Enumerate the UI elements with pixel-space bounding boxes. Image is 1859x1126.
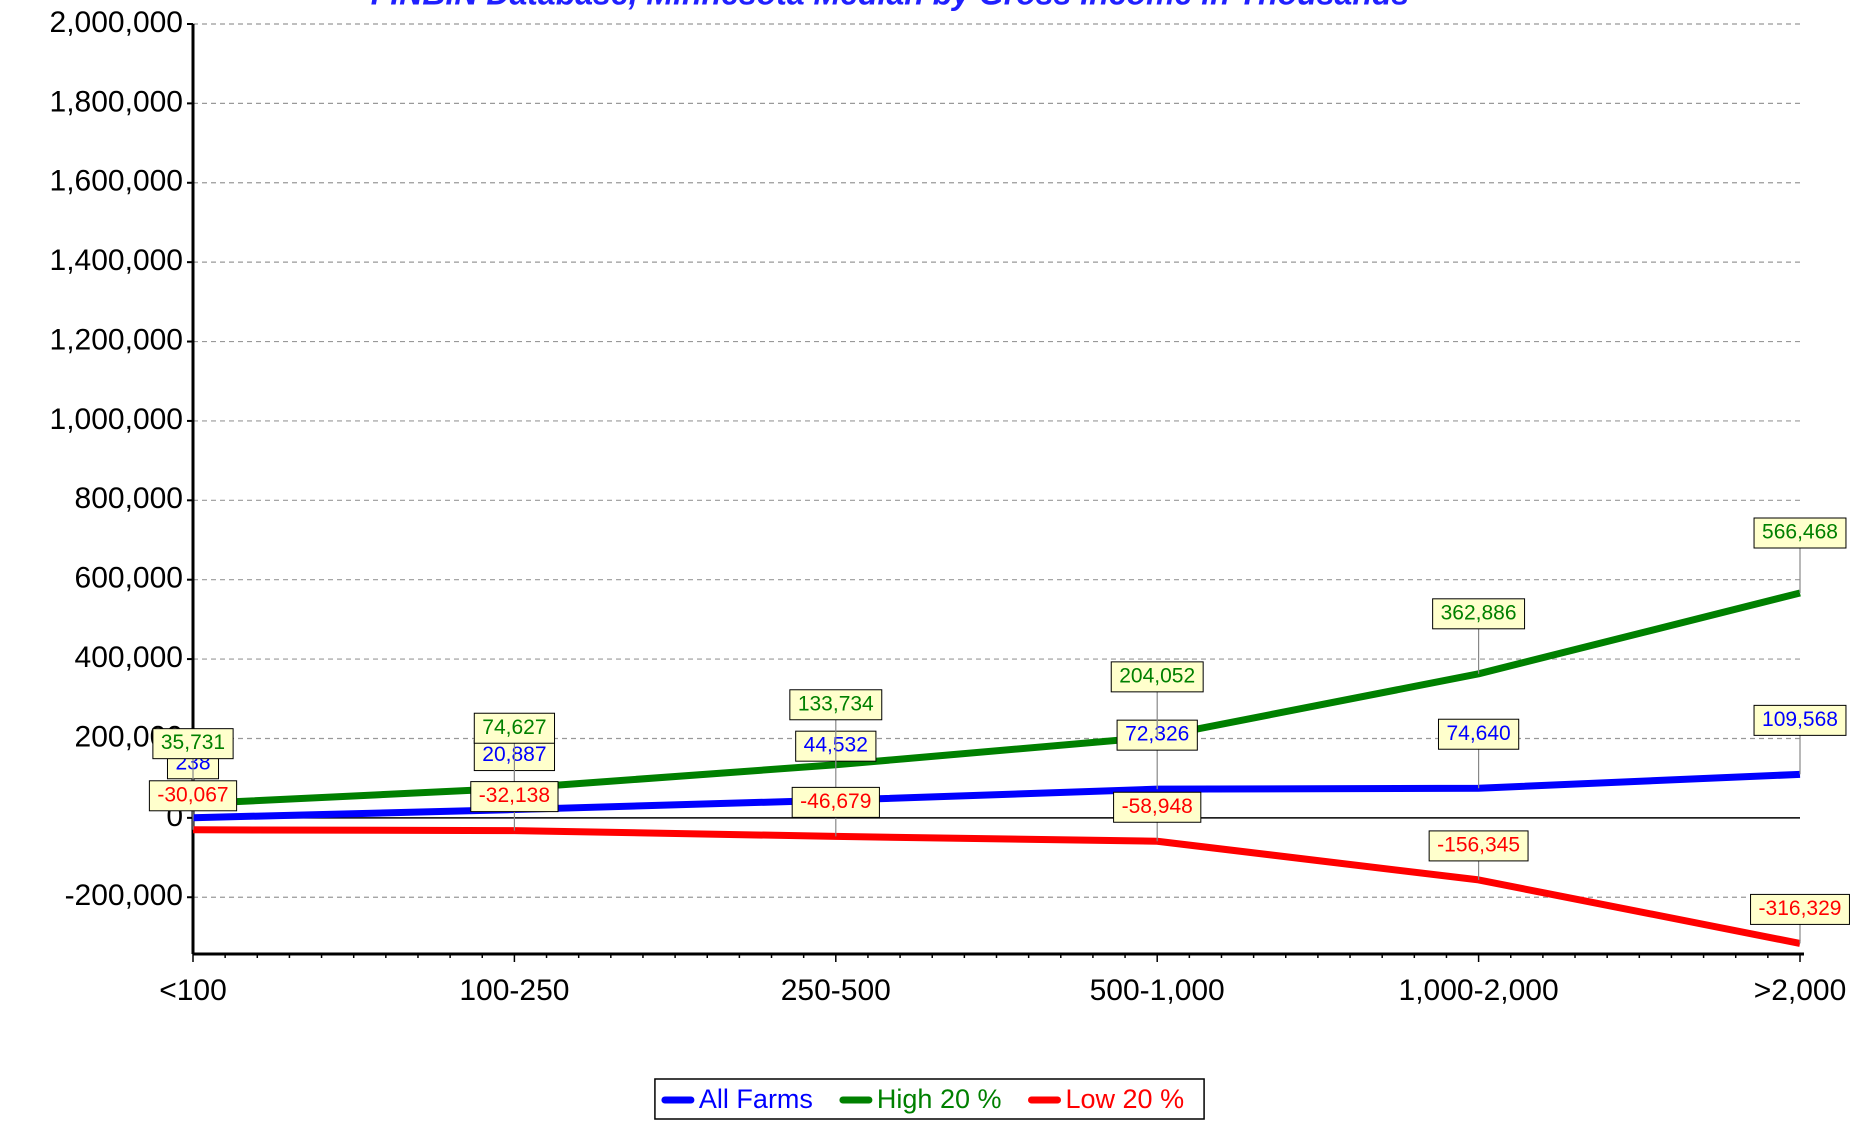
y-tick-label: -200,000 <box>65 879 183 912</box>
legend-label: High 20 % <box>877 1084 1002 1114</box>
chart-title: FINBIN Database, Minnesota Median by Gro… <box>371 0 1409 11</box>
data-label-box <box>470 781 559 813</box>
data-label-text: 204,052 <box>1119 664 1195 687</box>
x-tick-label: 500-1,000 <box>1090 974 1225 1007</box>
data-label: -156,345 <box>1428 830 1529 880</box>
y-tick-label: 1,400,000 <box>50 244 183 277</box>
data-label: 133,734 <box>789 689 883 765</box>
data-label-box <box>791 786 880 818</box>
data-label-text: 362,886 <box>1441 601 1517 624</box>
data-label: 74,640 <box>1437 718 1520 789</box>
data-label-box <box>152 728 234 760</box>
data-label-text: 566,468 <box>1762 521 1838 544</box>
data-label: -316,329 <box>1750 893 1850 944</box>
data-label-box <box>1437 718 1520 750</box>
legend-label: All Farms <box>699 1084 813 1114</box>
data-label-box <box>473 712 556 744</box>
y-tick-label: 600,000 <box>75 562 183 595</box>
y-tick-label: 2,000,000 <box>50 6 183 39</box>
y-tick-label: 1,200,000 <box>50 323 183 356</box>
series-line <box>192 589 1801 808</box>
series-line <box>192 770 1801 822</box>
data-label-text: -32,138 <box>479 784 550 807</box>
series-line <box>192 826 1801 947</box>
legend-label: Low 20 % <box>1066 1084 1185 1114</box>
data-label-box <box>1432 598 1526 630</box>
data-label-box <box>1113 791 1202 823</box>
data-label-box <box>1428 830 1529 862</box>
data-label-text: 35,731 <box>161 731 225 754</box>
data-label: -46,679 <box>791 786 880 837</box>
y-tick-label: 1,000,000 <box>50 403 183 436</box>
data-label-box <box>1750 893 1850 925</box>
x-tick-label: 100-250 <box>459 974 569 1007</box>
y-tick-label: 800,000 <box>75 482 183 515</box>
x-tick-label: 1,000-2,000 <box>1399 974 1559 1007</box>
data-label: 35,731 <box>152 728 234 804</box>
data-label-box <box>789 689 883 721</box>
data-label-text: -58,948 <box>1122 795 1193 818</box>
data-label-text: -156,345 <box>1437 833 1520 856</box>
data-label-box <box>1753 704 1847 736</box>
x-tick-label: <100 <box>159 974 227 1007</box>
data-label-box <box>1110 661 1204 693</box>
data-label: -32,138 <box>470 781 559 831</box>
data-label: -58,948 <box>1113 791 1202 842</box>
legend-box <box>654 1078 1205 1120</box>
y-tick-label: 400,000 <box>75 641 183 674</box>
data-label-text: -46,679 <box>800 790 871 813</box>
data-label-text: 74,627 <box>482 716 546 739</box>
data-label: 204,052 <box>1110 661 1204 737</box>
data-label: 74,627 <box>473 712 556 789</box>
data-label-box <box>1753 517 1847 549</box>
data-label-text: 74,640 <box>1446 722 1510 745</box>
data-label-text: 133,734 <box>798 692 874 715</box>
x-tick-label: >2,000 <box>1754 974 1847 1007</box>
data-label: 566,468 <box>1753 517 1847 594</box>
data-label: 362,886 <box>1432 598 1526 674</box>
data-label-text: -316,329 <box>1759 897 1842 920</box>
data-label-box <box>148 780 238 812</box>
y-tick-label: 1,600,000 <box>50 165 183 198</box>
data-label-text: 109,568 <box>1762 708 1838 731</box>
legend: All Farms High 20 % Low 20 % <box>654 1078 1205 1120</box>
data-label: -30,067 <box>148 780 238 830</box>
y-tick-label: 1,800,000 <box>50 85 183 118</box>
data-label-text: -30,067 <box>157 783 228 806</box>
x-tick-label: 250-500 <box>781 974 891 1007</box>
data-label: 109,568 <box>1753 704 1847 775</box>
